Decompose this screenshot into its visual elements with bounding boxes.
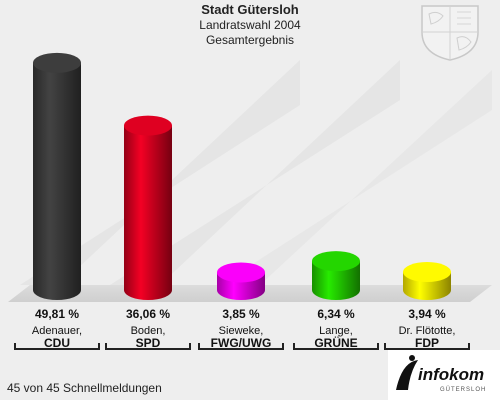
value-label: 3,85 % xyxy=(222,307,260,321)
candidate-label: Sieweke, xyxy=(218,325,264,337)
value-label: 3,94 % xyxy=(408,307,446,321)
bar-fwguwg xyxy=(217,262,265,300)
category-label: CDU xyxy=(14,336,100,350)
logo-subtext: GÜTERSLOH xyxy=(440,386,486,393)
infokom-logo: infokom GÜTERSLOH xyxy=(388,350,500,400)
bar-top xyxy=(312,251,360,272)
page-subtitle: Landratswahl 2004 xyxy=(199,18,301,32)
candidate-label: Adenauer, xyxy=(31,325,83,337)
category-label: GRÜNE xyxy=(293,336,379,350)
bar-body xyxy=(33,62,81,301)
status-text: 45 von 45 Schnellmeldungen xyxy=(7,381,162,395)
value-label: 49,81 % xyxy=(34,307,80,321)
bar-top xyxy=(124,115,172,136)
category-label: FDP xyxy=(384,336,470,350)
bar-cdu xyxy=(33,52,81,301)
logo-text: infokom xyxy=(418,365,484,384)
value-label: 36,06 % xyxy=(125,307,171,321)
candidate-label: Dr. Flötotte, xyxy=(398,325,456,337)
bar-spd xyxy=(124,115,172,300)
bar-grne xyxy=(312,251,360,300)
coat-of-arms-icon xyxy=(421,5,479,61)
value-label: 6,34 % xyxy=(317,307,355,321)
bar-body xyxy=(312,261,360,300)
page-subtitle-2: Gesamtergebnis xyxy=(205,33,295,47)
bar-top xyxy=(217,262,265,283)
candidate-label: Lange, xyxy=(319,325,353,337)
bar-top xyxy=(403,262,451,283)
category-label: SPD xyxy=(105,336,191,350)
candidate-label: Boden, xyxy=(130,325,166,337)
bar-fdp xyxy=(403,262,451,300)
bar-body xyxy=(124,125,172,300)
bar-top xyxy=(33,52,81,73)
page-title: Stadt Gütersloh xyxy=(201,2,299,17)
category-label: FWG/UWG xyxy=(198,336,284,350)
